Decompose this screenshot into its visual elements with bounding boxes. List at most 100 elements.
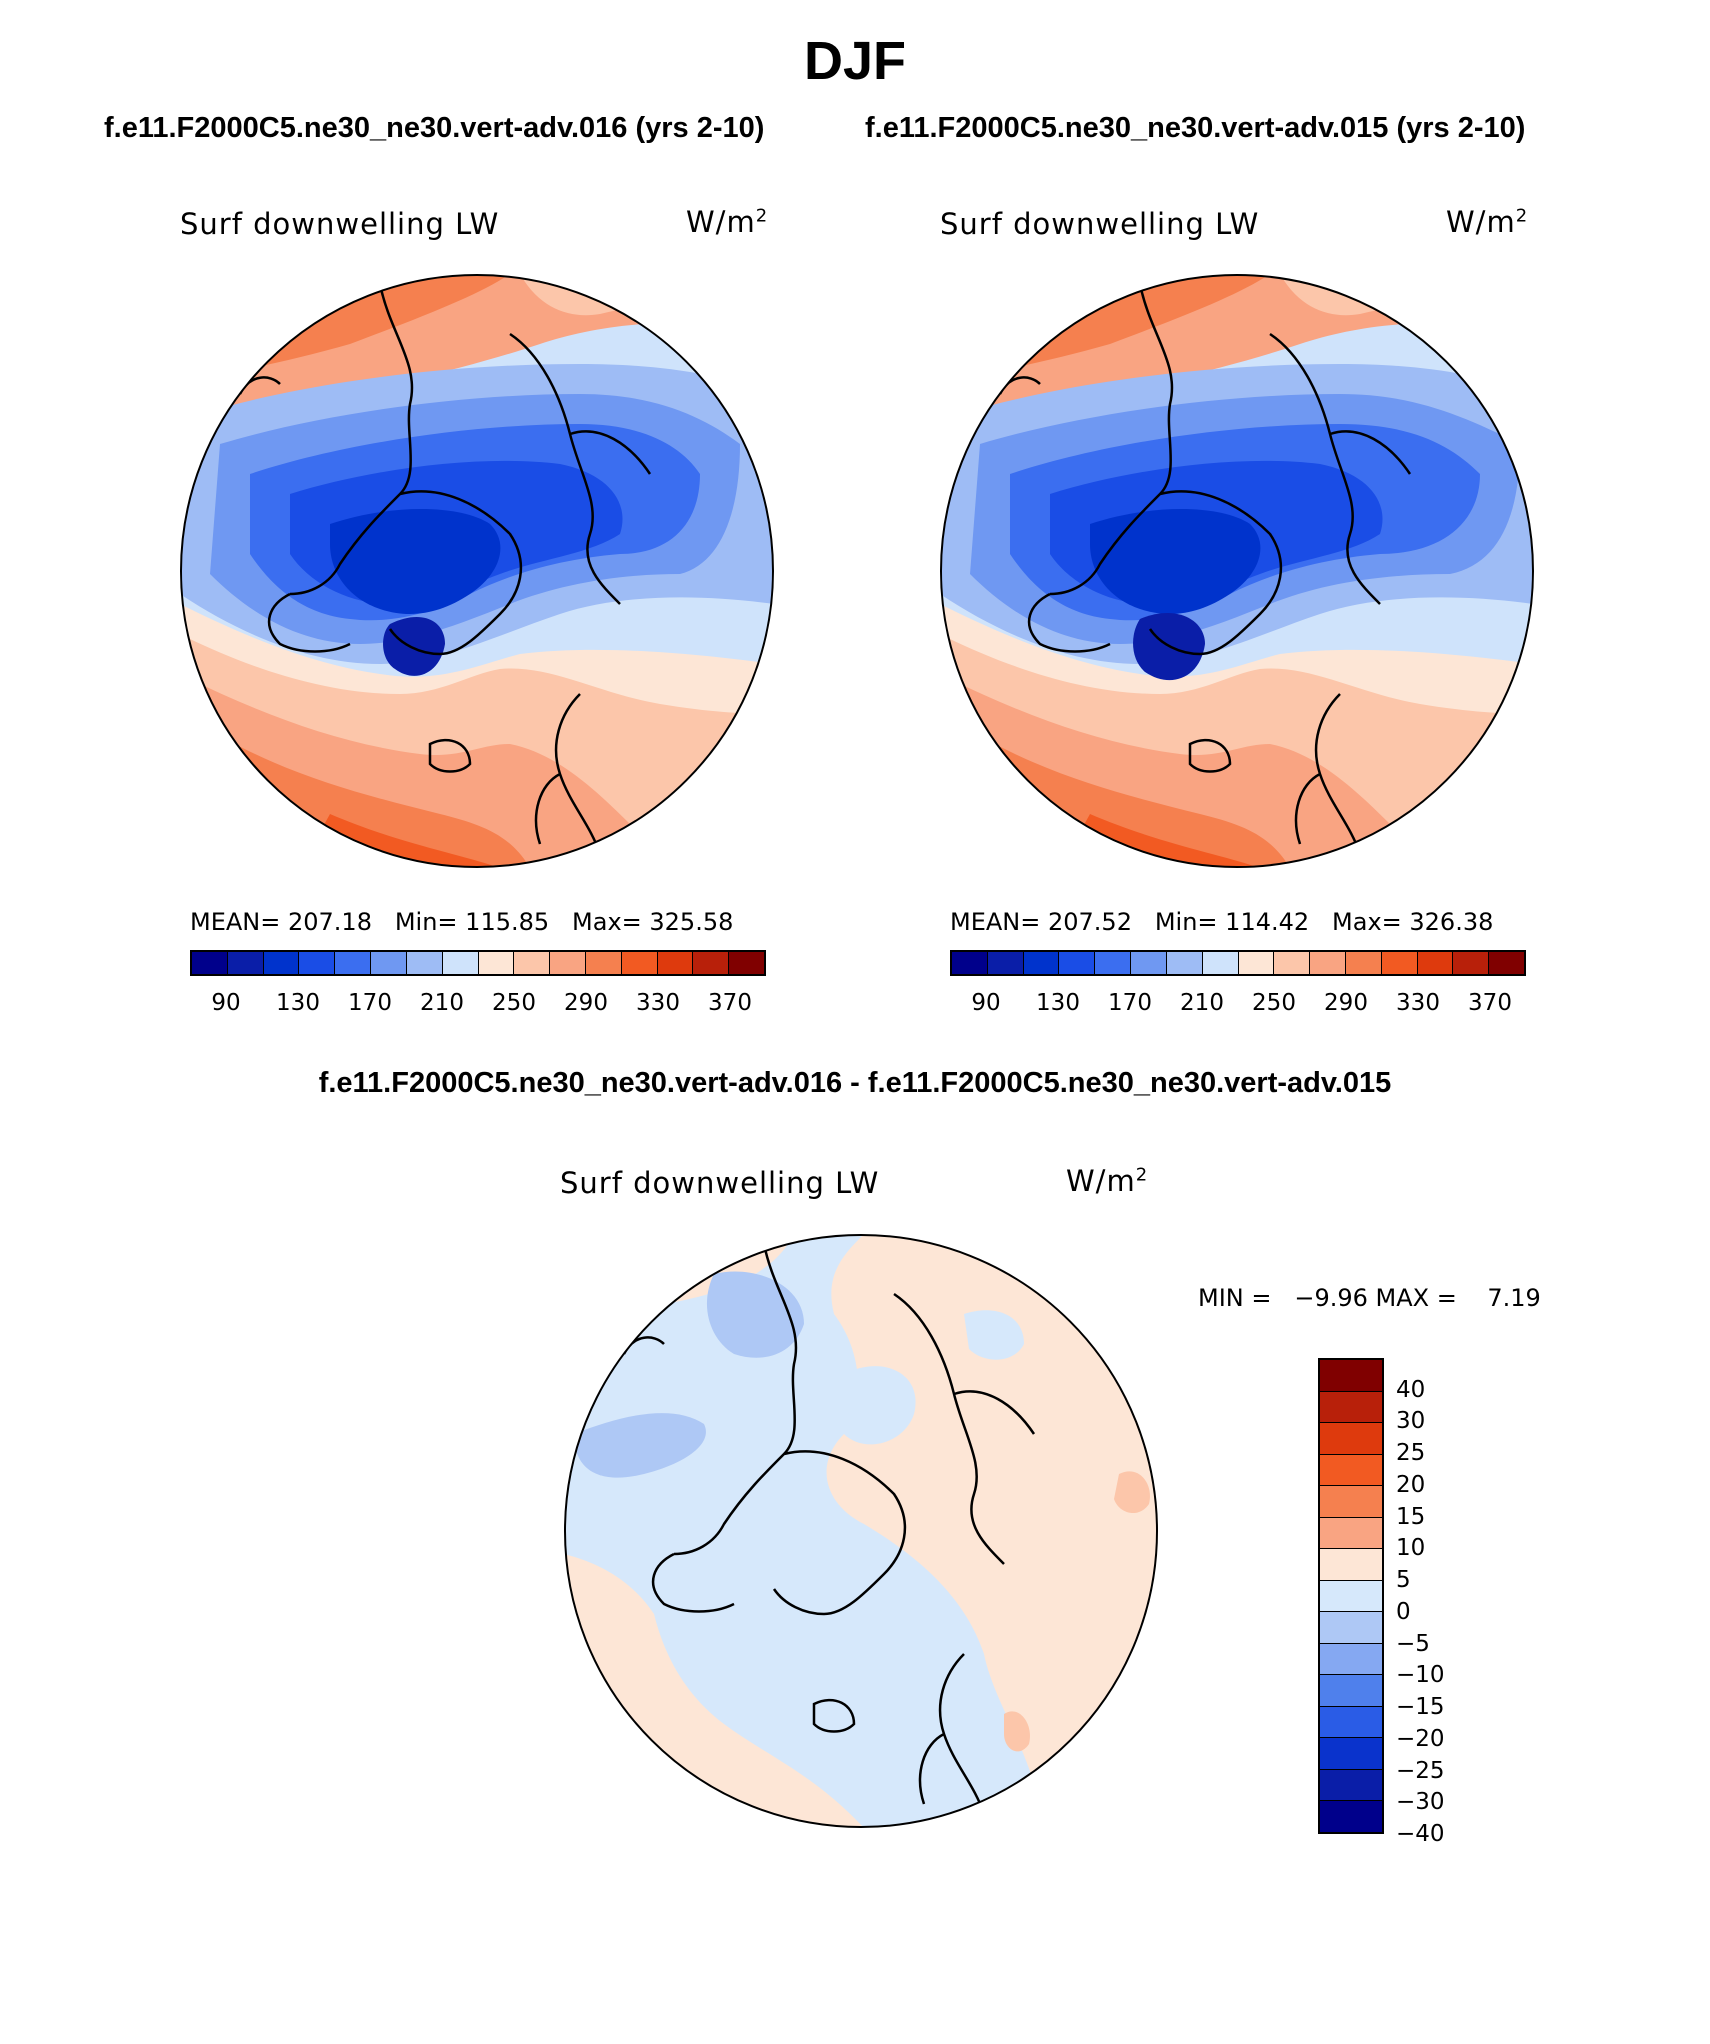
colorbar-swatch <box>1381 952 1418 974</box>
colorbar-swatch <box>1320 1580 1382 1613</box>
colorbar-tick-label: 250 <box>492 990 536 1016</box>
colorbar-swatch <box>1320 1612 1382 1644</box>
colorbar-swatch <box>371 952 407 974</box>
colorbar-swatch <box>1274 952 1311 974</box>
colorbar-swatch <box>1310 952 1346 974</box>
colorbar-swatch <box>1059 952 1096 974</box>
colorbar-tick-label: 20 <box>1396 1471 1426 1498</box>
colorbar-swatch <box>335 952 372 974</box>
colorbar-tick-label: 210 <box>420 990 464 1016</box>
colorbar-swatch <box>1489 952 1524 974</box>
colorbar-swatch <box>406 952 443 974</box>
colorbar-swatch <box>585 952 622 974</box>
colorbar-tick-label: −40 <box>1396 1821 1445 1847</box>
panel1-units-label: W/m2 <box>686 205 769 239</box>
colorbar-tick-label: 290 <box>564 990 608 1016</box>
colorbar-swatch <box>1320 1801 1382 1832</box>
colorbar-tick-label: 130 <box>276 990 320 1016</box>
colorbar-swatch <box>1345 952 1382 974</box>
colorbar-swatch <box>1320 1738 1382 1770</box>
colorbar-swatch <box>1320 1769 1382 1802</box>
panel2-units-label: W/m2 <box>1446 205 1529 239</box>
colorbar-tick-label: 25 <box>1396 1440 1426 1467</box>
colorbar-swatch <box>729 952 764 974</box>
colorbar-swatch <box>299 952 336 974</box>
panel2-variable-label: Surf downwelling LW <box>940 207 1260 241</box>
colorbar-tick-label: 90 <box>211 990 241 1016</box>
colorbar-tick-label: −20 <box>1396 1725 1445 1752</box>
colorbar-tick-label: 30 <box>1396 1408 1426 1435</box>
colorbar-swatch <box>550 952 586 974</box>
diff-variable-label: Surf downwelling LW <box>560 1166 880 1200</box>
diff-stats: MIN = −9.96 MAX = 7.19 <box>1198 1284 1541 1312</box>
colorbar-swatch <box>1320 1706 1382 1739</box>
colorbar-swatch <box>1320 1643 1382 1676</box>
colorbar-swatch <box>1238 952 1275 974</box>
diff-colorbar <box>1318 1358 1384 1834</box>
colorbar-swatch <box>1320 1454 1382 1487</box>
colorbar-tick-label: 330 <box>1396 990 1440 1016</box>
figure-title: DJF <box>803 31 906 91</box>
colorbar-swatch <box>263 952 300 974</box>
colorbar-swatch <box>478 952 515 974</box>
colorbar-tick-label: −25 <box>1396 1757 1445 1784</box>
panel2-stats: MEAN= 207.52 Min= 114.42 Max= 326.38 <box>950 908 1494 936</box>
colorbar-swatch <box>1320 1391 1382 1424</box>
colorbar-swatch <box>1320 1423 1382 1455</box>
right-case-title: f.e11.F2000C5.ne30_ne30.vert-adv.015 (yr… <box>865 112 1526 144</box>
colorbar-tick-label: 250 <box>1252 990 1296 1016</box>
colorbar-swatch <box>1417 952 1454 974</box>
colorbar-swatch <box>192 952 228 974</box>
colorbar-swatch <box>693 952 730 974</box>
panel1-stats: MEAN= 207.18 Min= 115.85 Max= 325.58 <box>190 908 734 936</box>
colorbar-swatch <box>1095 952 1132 974</box>
colorbar-tick-label: 170 <box>348 990 392 1016</box>
diff-polar-map <box>564 1234 1158 1828</box>
colorbar-tick-label: 370 <box>708 990 752 1016</box>
colorbar-swatch <box>657 952 694 974</box>
colorbar-tick-label: 5 <box>1396 1567 1411 1594</box>
colorbar-swatch <box>1320 1549 1382 1581</box>
colorbar-swatch <box>1023 952 1060 974</box>
colorbar-tick-label: 370 <box>1468 990 1512 1016</box>
left-case-title: f.e11.F2000C5.ne30_ne30.vert-adv.016 (yr… <box>104 112 765 144</box>
difference-title: f.e11.F2000C5.ne30_ne30.vert-adv.016 - f… <box>318 1067 1392 1099</box>
colorbar-swatch <box>227 952 264 974</box>
panel1-variable-label: Surf downwelling LW <box>180 207 500 241</box>
colorbar-tick-label: 10 <box>1396 1535 1426 1562</box>
panel1-polar-map <box>180 274 774 868</box>
panel2-colorbar <box>950 950 1526 976</box>
diff-colorbar-ticks: 40 30 25 20 15 10 5 0 −5 −10 −15 −20 −25 −30 −40 <box>1396 1358 1516 1847</box>
colorbar-swatch <box>952 952 988 974</box>
colorbar-swatch <box>1320 1675 1382 1707</box>
colorbar-swatch <box>1202 952 1239 974</box>
colorbar-tick-label: 0 <box>1396 1598 1411 1625</box>
colorbar-swatch <box>1131 952 1167 974</box>
colorbar-tick-label: 210 <box>1180 990 1224 1016</box>
colorbar-tick-label: 330 <box>636 990 680 1016</box>
colorbar-swatch <box>987 952 1024 974</box>
colorbar-swatch <box>1320 1486 1382 1518</box>
panel1-colorbar-ticks: 90 130 170 210 250 290 330 370 <box>190 990 766 1020</box>
colorbar-swatch <box>1320 1517 1382 1550</box>
colorbar-swatch <box>1166 952 1203 974</box>
colorbar-swatch <box>1320 1360 1382 1392</box>
colorbar-tick-label: 290 <box>1324 990 1368 1016</box>
colorbar-swatch <box>621 952 658 974</box>
colorbar-tick-label: 15 <box>1396 1503 1426 1530</box>
colorbar-tick-label: 130 <box>1036 990 1080 1016</box>
colorbar-tick-label: −10 <box>1396 1662 1445 1689</box>
diff-units-label: W/m2 <box>1066 1164 1149 1198</box>
colorbar-swatch <box>442 952 479 974</box>
colorbar-tick-label: 40 <box>1396 1376 1426 1403</box>
panel1-colorbar <box>190 950 766 976</box>
colorbar-tick-label: −5 <box>1396 1630 1430 1657</box>
colorbar-swatch <box>514 952 551 974</box>
colorbar-tick-label: −30 <box>1396 1789 1445 1816</box>
colorbar-tick-label: 170 <box>1108 990 1152 1016</box>
colorbar-tick-label: 90 <box>971 990 1001 1016</box>
colorbar-tick-label: −15 <box>1396 1694 1445 1721</box>
panel2-colorbar-ticks: 90 130 170 210 250 290 330 370 <box>950 990 1526 1020</box>
colorbar-swatch <box>1453 952 1490 974</box>
panel2-polar-map <box>940 274 1534 868</box>
